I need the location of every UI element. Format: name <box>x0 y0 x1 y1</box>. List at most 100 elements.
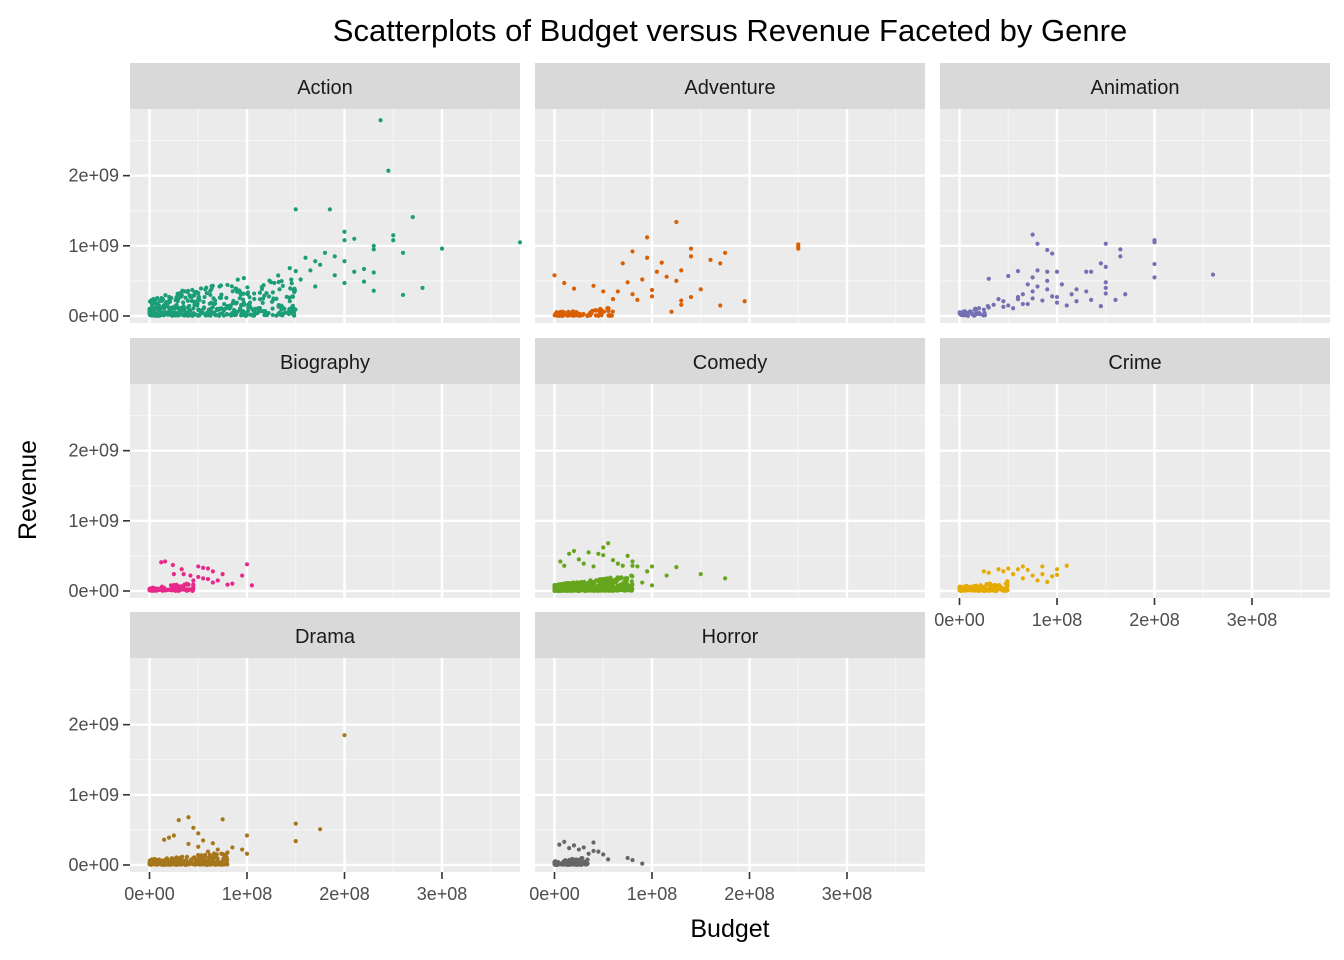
data-point <box>256 306 261 311</box>
data-point <box>201 306 206 311</box>
data-point <box>635 564 640 569</box>
facet-strip-label: Action <box>297 77 353 99</box>
data-point <box>601 289 606 294</box>
data-point <box>332 254 337 259</box>
data-point <box>193 312 198 317</box>
data-point <box>1045 278 1050 284</box>
data-point <box>1006 303 1011 308</box>
data-point <box>181 300 186 305</box>
data-point <box>186 841 191 847</box>
data-point <box>235 309 240 314</box>
data-point <box>264 313 270 318</box>
data-point <box>517 240 523 245</box>
data-point <box>554 862 559 867</box>
data-point <box>612 587 617 593</box>
data-point <box>629 573 634 578</box>
data-point <box>352 236 357 241</box>
data-point <box>244 851 250 856</box>
data-point <box>1123 292 1128 297</box>
data-point <box>1064 303 1069 308</box>
data-point <box>194 289 199 295</box>
data-point <box>611 578 616 583</box>
data-point <box>163 293 168 298</box>
data-point <box>562 280 567 286</box>
data-point <box>640 277 645 282</box>
data-point <box>176 817 181 823</box>
data-point <box>609 585 614 591</box>
data-point <box>185 298 191 303</box>
data-point <box>1025 282 1030 287</box>
data-point <box>1050 574 1055 579</box>
data-point <box>151 860 156 865</box>
data-point <box>649 294 655 299</box>
data-point <box>576 861 581 866</box>
data-point <box>1054 294 1060 300</box>
data-point <box>610 297 616 302</box>
data-point <box>669 309 674 314</box>
data-point <box>1015 297 1021 302</box>
data-point <box>620 563 625 568</box>
data-point <box>202 294 207 300</box>
data-point <box>574 580 580 585</box>
data-point <box>288 286 293 291</box>
data-point <box>183 295 188 300</box>
x-tick-label: 3e+08 <box>1227 610 1278 630</box>
data-point <box>244 312 250 317</box>
data-point <box>1103 264 1108 269</box>
data-point <box>155 306 160 311</box>
data-point <box>191 299 197 304</box>
data-point <box>976 588 981 594</box>
data-point <box>630 292 635 297</box>
data-point <box>597 579 603 584</box>
y-tick-label: 1e+09 <box>68 511 119 531</box>
data-point <box>271 296 276 301</box>
data-point <box>177 861 183 866</box>
data-point <box>208 857 214 862</box>
data-point <box>1006 566 1011 571</box>
data-point <box>175 291 180 296</box>
data-point <box>283 310 288 315</box>
data-point <box>201 299 206 305</box>
data-point <box>170 862 175 867</box>
data-point <box>591 579 596 585</box>
data-point <box>708 257 713 262</box>
data-point <box>148 862 153 867</box>
data-point <box>986 587 991 592</box>
data-point <box>272 280 277 286</box>
data-point <box>1030 296 1035 301</box>
data-point <box>313 259 318 264</box>
data-point <box>1035 284 1040 289</box>
data-point <box>241 275 246 281</box>
data-point <box>214 852 219 857</box>
data-point <box>588 313 593 318</box>
data-point <box>228 312 233 317</box>
data-point <box>264 290 269 296</box>
data-point <box>649 564 655 569</box>
data-point <box>1054 567 1060 572</box>
data-point <box>959 310 965 315</box>
data-point <box>605 306 610 311</box>
data-point <box>1025 301 1030 307</box>
facet-strip-label: Comedy <box>693 352 767 374</box>
data-point <box>1006 273 1011 279</box>
data-point <box>159 312 164 318</box>
data-point <box>191 861 196 866</box>
data-point <box>1030 573 1035 578</box>
facet-strip <box>130 338 520 384</box>
data-point <box>796 244 801 249</box>
data-point <box>245 292 250 297</box>
panel-background <box>130 384 520 598</box>
data-point <box>188 294 193 299</box>
data-point <box>1074 287 1079 292</box>
data-point <box>215 313 220 318</box>
data-point <box>610 558 616 563</box>
data-point <box>635 297 640 302</box>
data-point <box>257 290 263 295</box>
data-point <box>572 587 578 592</box>
data-point <box>188 573 193 578</box>
data-point <box>270 306 275 311</box>
data-point <box>256 309 261 314</box>
facet-strip <box>535 612 925 658</box>
data-point <box>209 284 214 289</box>
data-point <box>723 576 728 581</box>
